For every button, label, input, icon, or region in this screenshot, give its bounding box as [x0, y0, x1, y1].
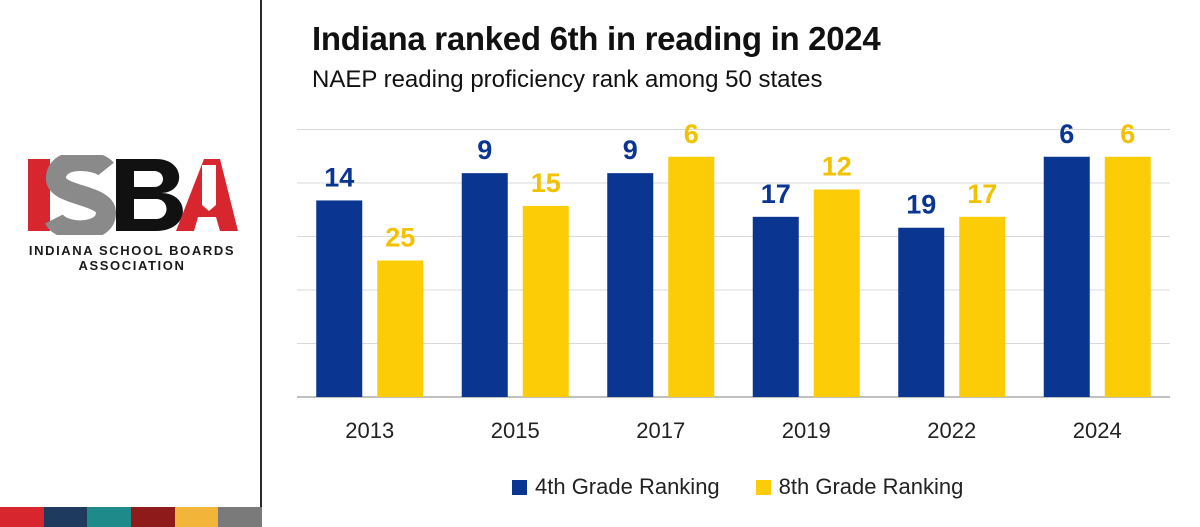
data-label-8th-2015: 15: [531, 168, 561, 198]
data-label-8th-2017: 6: [684, 119, 699, 149]
legend-label-8th: 8th Grade Ranking: [778, 474, 964, 499]
bar-4th-2013: [316, 200, 363, 397]
data-label-4th-2015: 9: [477, 135, 492, 165]
logo-letter-i: [28, 159, 50, 231]
bar-8th-2024: [1104, 156, 1151, 397]
isba-logo-mark: [28, 155, 238, 235]
data-label-8th-2013: 25: [385, 223, 415, 253]
x-tick-label: 2022: [927, 418, 976, 443]
data-label-8th-2019: 12: [822, 152, 852, 182]
bar-8th-2013: [377, 260, 424, 397]
data-label-4th-2024: 6: [1059, 119, 1074, 149]
brand-stripe-segment: [0, 507, 44, 527]
branding-panel: INDIANA SCHOOL BOARDS ASSOCIATION: [0, 0, 263, 527]
bar-4th-2024: [1043, 156, 1090, 397]
legend-swatch-4th: [512, 479, 527, 495]
bar-4th-2022: [898, 227, 945, 397]
x-tick-label: 2024: [1073, 418, 1122, 443]
data-label-4th-2019: 17: [761, 179, 791, 209]
brand-stripe-segment: [174, 507, 219, 527]
x-tick-label: 2017: [636, 418, 685, 443]
legend-swatch-8th: [755, 479, 771, 495]
logo-letter-a: [176, 159, 238, 231]
chart-subtitle: NAEP reading proficiency rank among 50 s…: [312, 66, 823, 93]
logo-letter-b: [116, 159, 183, 231]
data-label-8th-2024: 6: [1120, 119, 1135, 149]
org-name-line2: ASSOCIATION: [78, 258, 186, 273]
legend-item-8th: 8th Grade Ranking: [755, 474, 964, 500]
chart-legend: 4th Grade Ranking 8th Grade Ranking: [512, 474, 999, 500]
bar-8th-2015: [522, 205, 569, 397]
legend-label-4th: 4th Grade Ranking: [535, 474, 720, 499]
data-label-8th-2022: 17: [967, 179, 997, 209]
logo-letter-s: [45, 155, 117, 235]
data-label-4th-2022: 19: [906, 190, 936, 220]
legend-item-4th: 4th Grade Ranking: [512, 474, 720, 500]
org-name-line1: INDIANA SCHOOL BOARDS: [28, 243, 236, 258]
isba-logo: INDIANA SCHOOL BOARDS ASSOCIATION: [26, 155, 238, 273]
chart-title: Indiana ranked 6th in reading in 2024: [312, 20, 881, 57]
x-tick-label: 2013: [345, 418, 394, 443]
brand-stripe: [0, 507, 263, 527]
brand-stripe-segment: [43, 507, 88, 527]
indiana-state-icon: [202, 165, 216, 211]
x-tick-label: 2015: [491, 418, 540, 443]
brand-stripe-segment: [218, 507, 263, 527]
bar-8th-2019: [813, 189, 860, 397]
bar-8th-2017: [668, 156, 715, 397]
brand-stripe-segment: [87, 507, 132, 527]
data-label-4th-2017: 9: [623, 135, 638, 165]
bar-4th-2019: [752, 216, 799, 397]
bar-4th-2015: [461, 173, 508, 397]
bar-4th-2017: [607, 173, 654, 397]
x-tick-label: 2019: [782, 418, 831, 443]
brand-stripe-segment: [131, 507, 175, 527]
bar-8th-2022: [959, 216, 1006, 397]
data-label-4th-2013: 14: [324, 162, 354, 192]
org-name: INDIANA SCHOOL BOARDS ASSOCIATION: [26, 243, 238, 273]
